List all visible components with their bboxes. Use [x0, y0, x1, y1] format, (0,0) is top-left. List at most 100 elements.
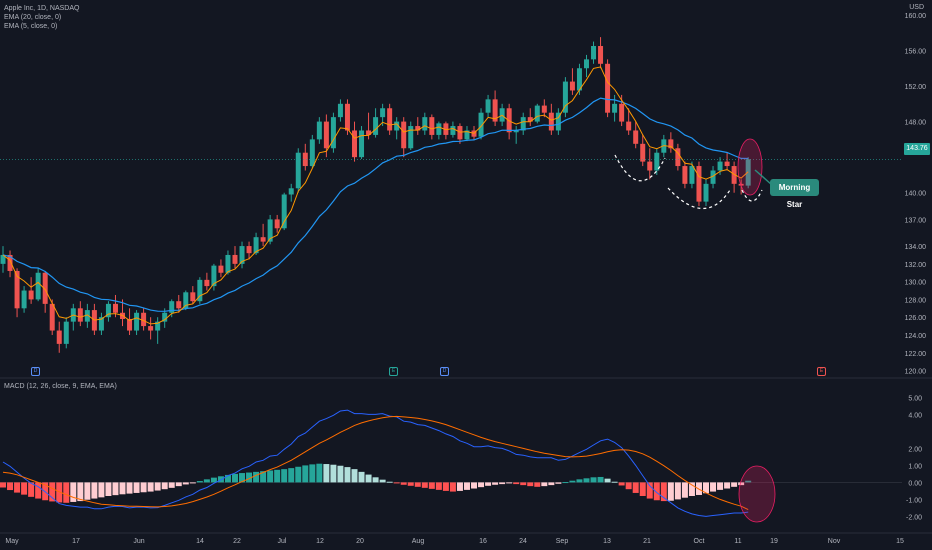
time-tick-label: 17	[72, 538, 80, 545]
dividend-event-icon-2[interactable]: D	[440, 367, 449, 376]
dividend-event-icon[interactable]: D	[31, 367, 40, 376]
macd-histogram-bar	[344, 467, 351, 483]
macd-histogram-bar	[710, 482, 717, 492]
macd-histogram-bar	[267, 470, 274, 483]
candle-body	[576, 68, 582, 91]
price-tick-label: 160.00	[905, 13, 927, 20]
candle-body	[443, 123, 449, 135]
candle-body	[183, 292, 189, 309]
macd-histogram-bar	[84, 482, 91, 500]
macd-histogram-bar	[485, 482, 492, 486]
morning-star-callout[interactable]: Morning Star	[770, 179, 819, 209]
candle-body	[464, 130, 470, 140]
macd-histogram-bar	[428, 482, 435, 489]
candle-body	[703, 183, 709, 202]
time-tick-label: 20	[356, 538, 364, 545]
macd-histogram-bar	[105, 482, 112, 496]
time-tick-label: Nov	[828, 538, 841, 545]
candle-body	[246, 246, 252, 254]
candle-body	[689, 166, 695, 184]
price-tick-label: 128.00	[905, 297, 927, 304]
candle-body	[141, 312, 147, 327]
candle-body	[14, 270, 20, 309]
time-tick-label: 21	[643, 538, 651, 545]
candle-body	[562, 81, 568, 113]
price-tick-label: 120.00	[905, 369, 927, 376]
candle-body	[401, 121, 407, 149]
price-tick-label: 148.00	[905, 120, 927, 127]
candle-body	[724, 161, 730, 167]
candle-body	[591, 46, 597, 60]
candle-body	[731, 166, 737, 184]
macd-histogram-bar	[548, 482, 555, 486]
candle-body	[513, 130, 519, 133]
macd-histogram-bar	[632, 482, 639, 493]
candle-body	[49, 303, 55, 331]
macd-histogram-bar	[210, 477, 217, 483]
macd-histogram-bar	[625, 482, 632, 490]
price-tick-label: 156.00	[905, 48, 927, 55]
macd-histogram-bar	[506, 482, 513, 484]
macd-histogram-bar	[703, 482, 709, 494]
time-tick-label: Aug	[412, 538, 425, 545]
candle-body	[485, 99, 491, 113]
macd-histogram-bar	[597, 476, 604, 483]
candle-body	[457, 126, 463, 140]
candle-body	[696, 166, 702, 202]
candle-body	[253, 237, 259, 254]
ema20-legend: EMA (20, close, 0)	[4, 14, 62, 21]
pattern-arc-middle	[667, 187, 731, 210]
candle-body	[717, 161, 723, 171]
signal-line	[2, 415, 749, 511]
candle-body	[633, 130, 639, 144]
candle-body	[28, 290, 34, 300]
candle-body	[337, 103, 343, 118]
candle-body	[415, 126, 421, 131]
candle-body	[35, 272, 41, 300]
macd-histogram-bar	[435, 482, 442, 490]
time-tick-label: Jun	[133, 538, 144, 545]
macd-histogram-bar	[281, 469, 288, 483]
macd-histogram-bar	[738, 482, 745, 486]
macd-histogram-bar	[513, 482, 520, 485]
price-tick-label: 152.00	[905, 84, 927, 91]
macd-histogram-bar	[534, 482, 541, 487]
macd-histogram-bar	[154, 482, 161, 491]
macd-histogram-bar	[133, 482, 140, 493]
macd-histogram-bar	[442, 482, 449, 491]
candle-body	[0, 254, 6, 264]
candle-body	[605, 63, 611, 113]
candle-body	[598, 46, 604, 64]
macd-histogram-bar	[98, 482, 105, 498]
macd-histogram-bar	[323, 464, 330, 483]
candle-body	[98, 317, 104, 331]
macd-histogram-bar	[492, 482, 499, 485]
earnings-event-icon[interactable]: E	[389, 367, 398, 376]
candle-body	[668, 139, 674, 149]
macd-tick-label: 2.00	[908, 446, 922, 453]
macd-histogram-bar	[724, 482, 731, 489]
candle-body	[738, 183, 744, 186]
macd-histogram-bar	[745, 480, 752, 483]
candle-body	[112, 303, 118, 313]
macd-histogram-bar	[407, 482, 414, 486]
time-tick-label: 14	[196, 538, 204, 545]
candle-body	[225, 254, 231, 273]
candle-body	[359, 130, 365, 158]
candle-body	[408, 126, 414, 149]
candle-body	[21, 290, 27, 309]
last-price-tag: 143.76	[904, 143, 930, 155]
macd-histogram-bar	[527, 482, 534, 487]
macd-histogram-bar	[231, 473, 238, 483]
earnings-event-icon-2[interactable]: E	[817, 367, 826, 376]
candle-body	[232, 254, 238, 264]
macd-histogram-bar	[7, 482, 14, 491]
macd-histogram-bar	[576, 479, 583, 483]
candle-body	[316, 121, 322, 140]
macd-histogram-bar	[224, 474, 231, 483]
pattern-arc-left	[614, 154, 666, 182]
candle-body	[366, 130, 372, 135]
macd-histogram-bar	[35, 482, 42, 499]
price-tick-label: 122.00	[905, 351, 927, 358]
